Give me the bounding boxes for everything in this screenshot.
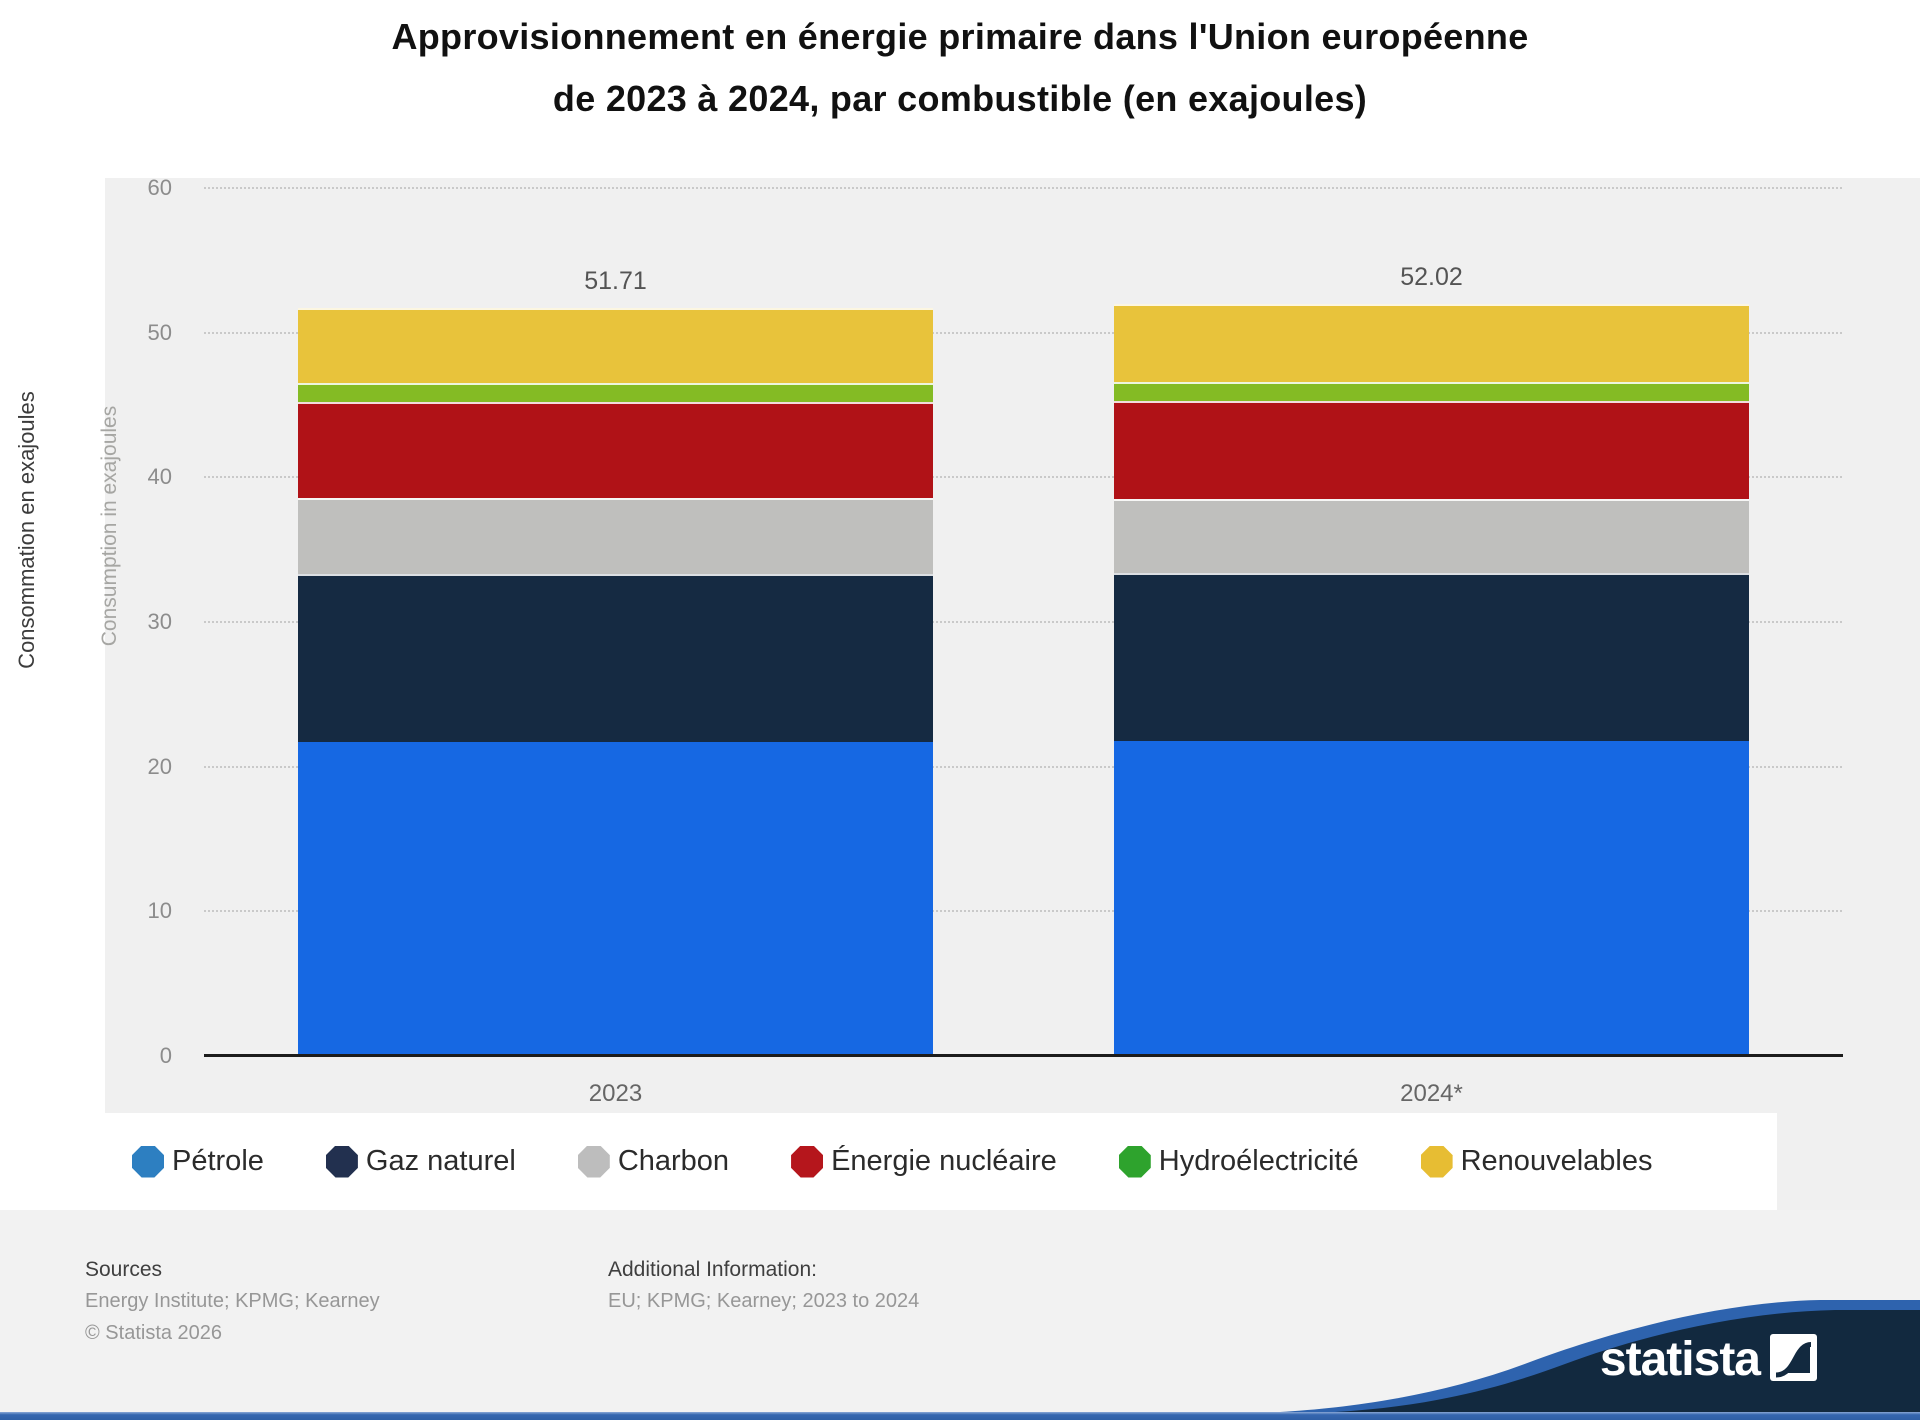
gridline-40 — [204, 476, 1842, 479]
legend-item-label: Énergie nucléaire — [831, 1145, 1057, 1177]
legend-item-Énergie nucléaire[interactable]: Énergie nucléaire — [791, 1145, 1057, 1178]
legend-item-label: Gaz naturel — [365, 1145, 516, 1177]
bar-segment-2024*-Énergie nucléaire[interactable] — [1114, 400, 1749, 500]
gridline-20 — [204, 765, 1842, 768]
y-tick-label-0: 0 — [159, 1043, 172, 1068]
gridline-10 — [204, 910, 1842, 913]
y-tick-label-30: 30 — [147, 609, 172, 635]
legend: Pétrole Gaz naturel Charbon Énergie nucléai… — [105, 1113, 1777, 1210]
chart-title-line1: Approvisionnement en énergie primaire da… — [391, 16, 1529, 57]
y-tick-label-10: 10 — [147, 898, 172, 924]
x-category-label-2024*: 2024* — [1400, 1080, 1463, 1107]
legend-item-Charbon[interactable]: Charbon — [577, 1145, 730, 1178]
additional-information-text: EU; KPMG; Kearney; 2023 to 2024 — [608, 1290, 920, 1312]
sources-text: Energy Institute; KPMG; Kearney — [85, 1290, 380, 1312]
bar-segment-2024*-Renouvelables[interactable] — [1114, 303, 1749, 382]
chart-title-line2: de 2023 à 2024, par combustible (en exaj… — [552, 78, 1368, 119]
legend-marker-icon — [791, 1145, 824, 1178]
y-tick-label-40: 40 — [147, 464, 172, 490]
bar-segment-2024*-Pétrole[interactable] — [1114, 740, 1749, 1056]
y-tick-label-20: 20 — [147, 753, 172, 779]
gridline-50 — [204, 331, 1842, 334]
bar-total-label-2024*: 52.02 — [1400, 262, 1463, 291]
legend-item-label: Hydroélectricité — [1158, 1145, 1359, 1177]
legend-item-label: Charbon — [617, 1145, 730, 1177]
bar-segment-2023-Hydroélectricité[interactable] — [298, 383, 933, 403]
bar-segment-2023-Pétrole[interactable] — [298, 742, 933, 1056]
legend-marker-icon — [1118, 1145, 1151, 1178]
y-tick-label-50: 50 — [147, 319, 172, 345]
additional-information-heading: Additional Information: — [608, 1258, 817, 1281]
x-axis-line — [204, 1054, 1843, 1057]
statista-wordmark: statista — [1599, 1333, 1761, 1386]
legend-item-Hydroélectricité[interactable]: Hydroélectricité — [1118, 1145, 1359, 1178]
y-axis-ghost-label: Consumption in exajoules — [98, 405, 121, 647]
legend-marker-icon — [577, 1145, 610, 1178]
bar-segment-2023-Gaz naturel[interactable] — [298, 574, 933, 743]
bar-total-label-2023: 51.71 — [584, 267, 647, 296]
y-axis-label: Consommation en exajoules — [14, 391, 39, 669]
bar-segment-2023-Charbon[interactable] — [298, 497, 933, 575]
sources-heading: Sources — [85, 1258, 163, 1281]
legend-item-label: Pétrole — [172, 1145, 264, 1177]
legend-marker-icon — [132, 1145, 164, 1178]
y-tick-label-60: 60 — [147, 178, 172, 201]
bar-segment-2023-Renouvelables[interactable] — [298, 308, 933, 384]
gridline-60 — [204, 187, 1842, 190]
copyright: © Statista 2026 — [85, 1322, 223, 1344]
legend-item-Renouvelables[interactable]: Renouvelables — [1420, 1145, 1653, 1178]
bar-segment-2023-Énergie nucléaire[interactable] — [298, 402, 933, 498]
bar-segment-2024*-Charbon[interactable] — [1114, 499, 1749, 573]
gridline-30 — [204, 621, 1842, 624]
bottom-stripe — [0, 1412, 1920, 1420]
legend-item-label: Renouvelables — [1460, 1145, 1653, 1177]
legend-marker-icon — [1420, 1145, 1453, 1178]
x-category-label-2023: 2023 — [588, 1080, 643, 1107]
statista-logo-icon — [1770, 1334, 1817, 1381]
bar-segment-2024*-Gaz naturel[interactable] — [1114, 572, 1749, 741]
legend-item-Pétrole[interactable]: Pétrole — [132, 1145, 264, 1178]
legend-marker-icon — [325, 1145, 358, 1178]
bar-segment-2024*-Hydroélectricité[interactable] — [1114, 381, 1749, 401]
legend-item-Gaz naturel[interactable]: Gaz naturel — [325, 1145, 516, 1178]
footer: Sources Energy Institute; KPMG; Kearney … — [0, 1210, 1920, 1412]
plot-area: 0 10 20 30 40 50 60 51.71 2023 52.02 2024* — [105, 178, 1920, 1210]
